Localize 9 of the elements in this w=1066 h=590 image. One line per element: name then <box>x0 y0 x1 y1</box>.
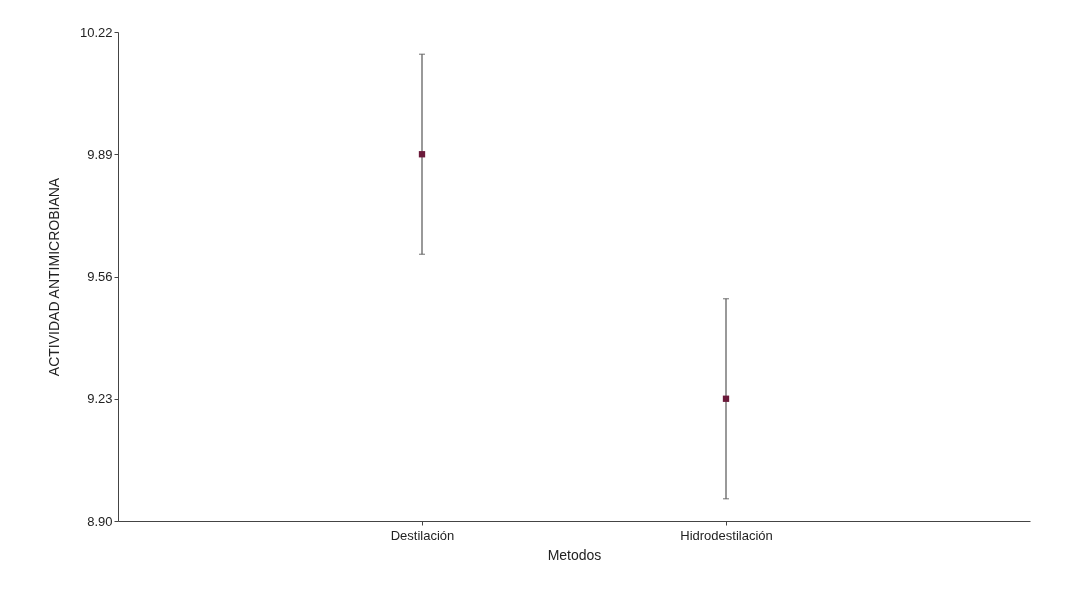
y-tick-label: 9.89 <box>87 146 113 162</box>
x-tick-label: Hidrodestilación <box>680 527 773 543</box>
y-tick-label: 9.23 <box>87 391 113 407</box>
y-tick-label: 10.22 <box>79 24 113 40</box>
x-tick-label: Destilación <box>390 527 455 543</box>
y-tick-label: 8.90 <box>87 513 113 529</box>
y-tick-label: 9.56 <box>87 269 113 284</box>
x-axis-title: Metodos <box>547 546 602 563</box>
y-axis-title: ACTIVIDAD ANTIMICROBIANA <box>45 177 62 377</box>
